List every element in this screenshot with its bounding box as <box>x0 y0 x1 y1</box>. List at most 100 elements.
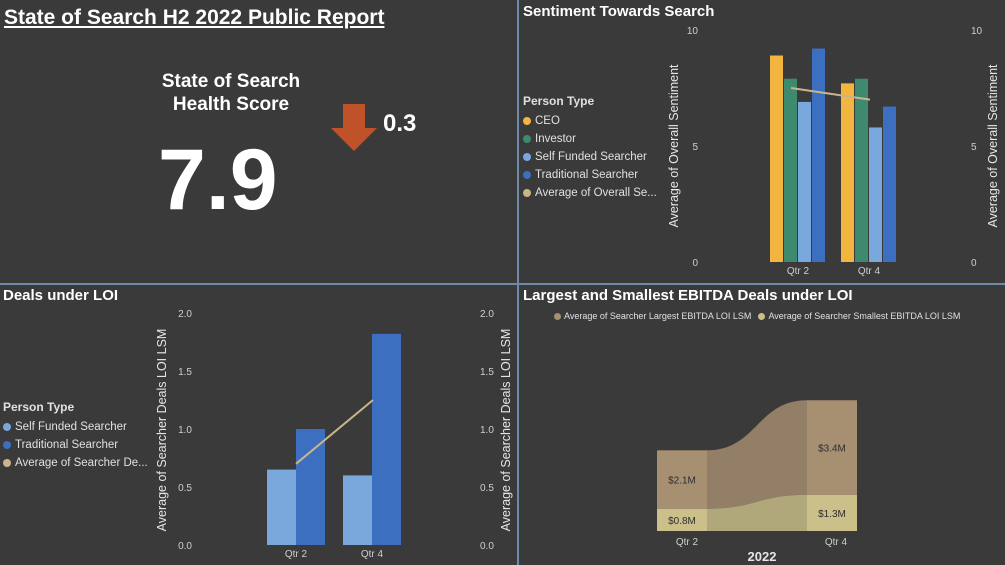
legend-label: Average of Overall Se... <box>535 187 657 199</box>
bar-self-funded-searcher <box>267 469 296 545</box>
y2-tick-label: 1.0 <box>480 425 494 436</box>
y-tick-label: 1.0 <box>178 425 192 436</box>
deals-title: Deals under LOI <box>3 287 119 304</box>
report-title: State of Search H2 2022 Public Report <box>4 6 385 29</box>
bar-self-funded-searcher <box>343 475 372 545</box>
legend-item-ceo[interactable]: CEO <box>523 115 657 127</box>
score-change-value: 0.3 <box>383 110 417 137</box>
legend-item-average[interactable]: Average of Searcher De... <box>3 457 148 469</box>
legend-swatch <box>3 423 11 431</box>
y-tick-label: 5 <box>692 142 698 153</box>
legend-item-average[interactable]: Average of Overall Se... <box>523 187 657 199</box>
health-score-panel: State of Search H2 2022 Public Report St… <box>0 0 517 283</box>
y2-axis-label: Average of Searcher Deals LOI LSM <box>499 329 513 532</box>
legend-swatch-largest <box>554 312 561 320</box>
y2-tick-label: 1.5 <box>480 367 494 378</box>
y2-tick-label: 10 <box>971 26 983 37</box>
sentiment-panel: Sentiment Towards Search Person Type CEO… <box>519 0 1005 283</box>
bar-traditional-searcher <box>883 106 896 262</box>
y2-tick-label: 0 <box>971 258 977 269</box>
deals-legend: Person Type Self Funded Searcher Traditi… <box>3 400 148 475</box>
legend-title: Person Type <box>3 400 75 414</box>
y-tick-label: 0.5 <box>178 483 192 494</box>
legend-item-traditional[interactable]: Traditional Searcher <box>3 439 148 451</box>
legend-label: Traditional Searcher <box>15 439 119 451</box>
vertical-divider <box>517 0 519 565</box>
legend-swatch <box>523 153 531 161</box>
bar-traditional-searcher <box>296 429 325 545</box>
bar-self-funded-searcher <box>798 101 811 262</box>
data-label: $1.3M <box>818 509 846 520</box>
legend-item-self-funded[interactable]: Self Funded Searcher <box>3 421 148 433</box>
horizontal-divider <box>0 283 1005 285</box>
legend-label-largest[interactable]: Average of Searcher Largest EBITDA LOI L… <box>564 311 752 321</box>
legend-label: Traditional Searcher <box>535 169 639 181</box>
legend-swatch <box>523 135 531 143</box>
legend-label: Self Funded Searcher <box>15 421 127 433</box>
y2-tick-label: 2.0 <box>480 309 494 320</box>
y2-axis-label: Average of Overall Sentiment <box>986 64 1000 228</box>
legend-item-traditional[interactable]: Traditional Searcher <box>523 169 657 181</box>
x-tick-label: Qtr 4 <box>858 266 881 277</box>
x-tick-label: Qtr 4 <box>361 549 384 560</box>
score-value: 7.9 <box>158 132 278 228</box>
data-label: $2.1M <box>668 476 696 487</box>
legend-item-investor[interactable]: Investor <box>523 133 657 145</box>
bar-investor <box>784 78 797 262</box>
legend-label: Average of Searcher De... <box>15 457 148 469</box>
y2-tick-label: 0.5 <box>480 483 494 494</box>
x-axis-label: 2022 <box>748 549 777 564</box>
deals-chart: 0.0 0.0 0.5 0.5 1.0 1.0 1.5 1.5 2.0 2.0 Average of… <box>155 309 513 560</box>
sentiment-title: Sentiment Towards Search <box>523 3 715 20</box>
y-tick-label: 10 <box>687 26 699 37</box>
data-label: $0.8M <box>668 516 696 527</box>
x-tick-label: Qtr 2 <box>676 537 699 548</box>
y2-tick-label: 5 <box>971 142 977 153</box>
bar-traditional-searcher <box>372 333 401 545</box>
y-tick-label: 0 <box>692 258 698 269</box>
bar-self-funded-searcher <box>869 127 882 262</box>
legend-swatch-smallest <box>758 312 766 320</box>
segment-smallest-qtr2 <box>657 508 707 531</box>
ebitda-legend: Average of Searcher Largest EBITDA LOI L… <box>554 311 960 321</box>
legend-swatch <box>3 459 11 467</box>
ribbon-smallest <box>707 494 807 531</box>
legend-swatch <box>3 441 11 449</box>
y-axis-label: Average of Searcher Deals LOI LSM <box>155 329 169 532</box>
score-label: State of Search Health Score <box>161 71 301 115</box>
segment-smallest-qtr4 <box>807 494 857 531</box>
legend-swatch <box>523 117 531 125</box>
legend-item-self-funded[interactable]: Self Funded Searcher <box>523 151 657 163</box>
sentiment-chart: 0 0 5 5 10 10 Average of Overall Sentiment Aver… <box>667 26 1000 277</box>
bar-investor <box>855 78 868 262</box>
bar-ceo <box>841 83 854 262</box>
ribbon-largest <box>707 400 807 509</box>
y-tick-label: 2.0 <box>178 309 192 320</box>
legend-label: CEO <box>535 115 560 127</box>
average-line <box>790 87 871 101</box>
legend-label: Self Funded Searcher <box>535 151 647 163</box>
y-tick-label: 1.5 <box>178 367 192 378</box>
segment-largest-qtr2 <box>657 450 707 509</box>
y2-tick-label: 0.0 <box>480 541 494 552</box>
x-tick-label: Qtr 2 <box>285 549 308 560</box>
legend-title: Person Type <box>523 94 595 108</box>
ebitda-title: Largest and Smallest EBITDA Deals under … <box>523 287 853 304</box>
legend-swatch <box>523 189 531 197</box>
y-axis-label: Average of Overall Sentiment <box>667 64 681 228</box>
sentiment-legend: Person Type CEO Investor Self Funded Sea… <box>523 94 657 205</box>
legend-label-smallest[interactable]: Average of Searcher Smallest EBITDA LOI … <box>768 311 961 321</box>
ebitda-chart: $2.1M $0.8M $3.4M $1.3M Qtr 2 Qtr 4 2022 <box>657 400 857 564</box>
legend-swatch <box>523 171 531 179</box>
bar-traditional-searcher <box>812 48 825 263</box>
segment-largest-qtr4 <box>807 400 857 495</box>
average-line <box>295 399 374 465</box>
y-tick-label: 0.0 <box>178 541 192 552</box>
x-tick-label: Qtr 2 <box>787 266 810 277</box>
x-tick-label: Qtr 4 <box>825 537 848 548</box>
bar-ceo <box>770 55 783 262</box>
ebitda-panel: Largest and Smallest EBITDA Deals under … <box>519 285 1005 565</box>
deals-panel: Deals under LOI Person Type Self Funded … <box>0 285 517 565</box>
down-arrow-icon <box>331 104 377 151</box>
legend-label: Investor <box>535 133 576 145</box>
